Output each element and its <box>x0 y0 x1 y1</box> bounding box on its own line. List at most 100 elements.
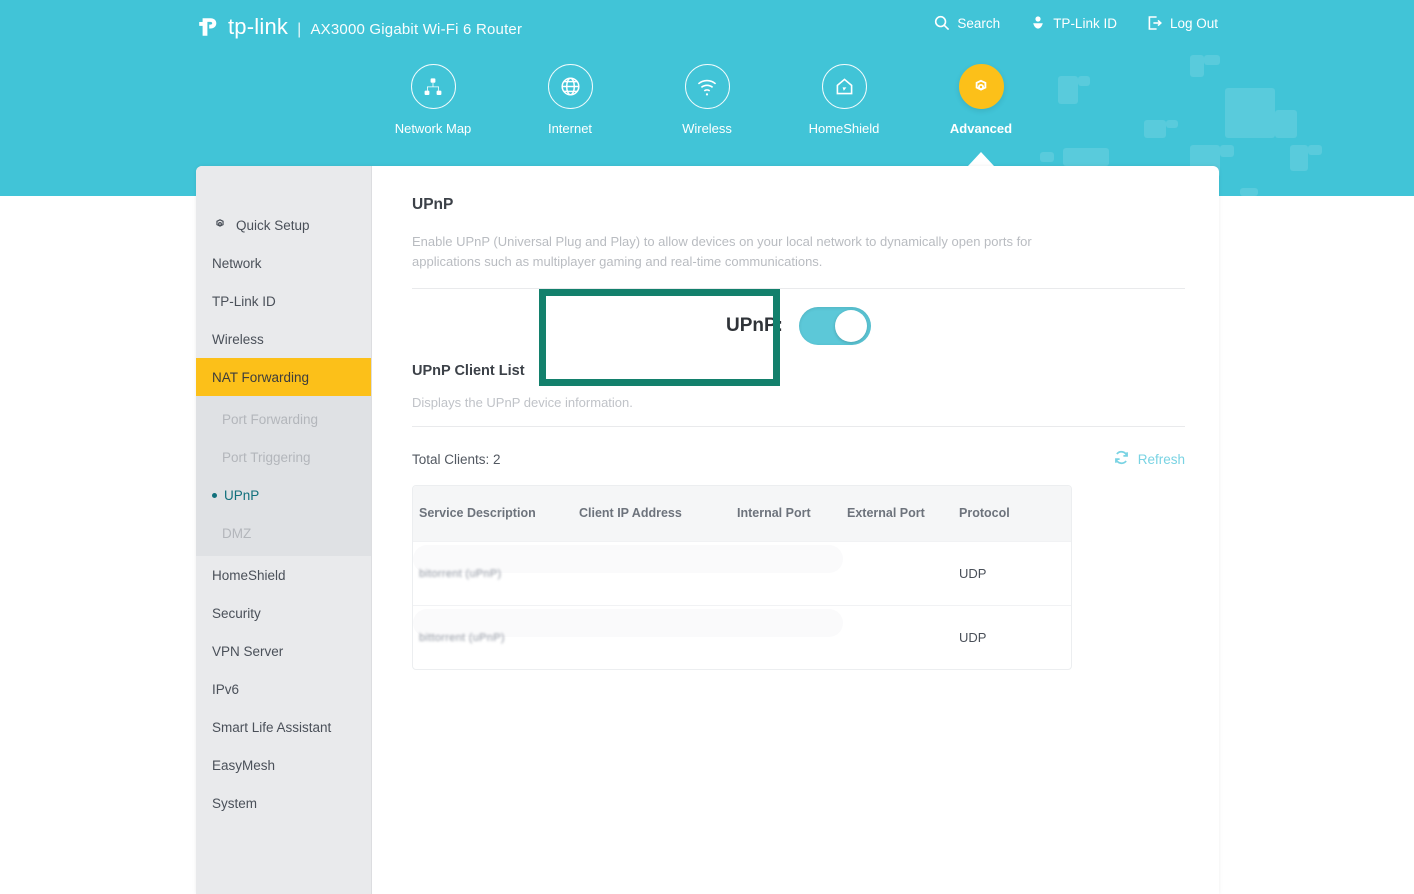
nav-item-homeshield[interactable]: HomeShield <box>776 64 913 136</box>
decor-square <box>1220 145 1234 157</box>
decor-square <box>1040 152 1054 162</box>
sidebar-item-easymesh[interactable]: EasyMesh <box>196 746 371 784</box>
sidebar-item-system[interactable]: System <box>196 784 371 822</box>
client-list-description: Displays the UPnP device information. <box>412 395 633 411</box>
sidebar-item-label: Network <box>212 255 262 271</box>
divider <box>412 426 1185 428</box>
sidebar-item-ipv6[interactable]: IPv6 <box>196 670 371 708</box>
sidebar-item-security[interactable]: Security <box>196 594 371 632</box>
sidebar-item-homeshield[interactable]: HomeShield <box>196 556 371 594</box>
tp-link-logo-icon <box>196 14 222 40</box>
sidebar-item-nat-forwarding[interactable]: NAT Forwarding <box>196 358 371 396</box>
table-header-row: Service Description Client IP Address In… <box>413 486 1071 542</box>
refresh-label: Refresh <box>1137 451 1185 467</box>
sidebar-subitem-port-triggering[interactable]: Port Triggering <box>196 438 371 476</box>
sidebar-item-label: Smart Life Assistant <box>212 719 332 735</box>
upnp-toggle-row: UPnP: <box>412 289 1185 363</box>
redaction-smudge <box>413 608 843 637</box>
logout-button[interactable]: Log Out <box>1147 15 1218 31</box>
decor-square <box>1058 76 1078 104</box>
home-shield-icon <box>821 64 867 109</box>
active-bullet-icon <box>212 492 217 498</box>
cell-protocol: UDP <box>959 566 987 582</box>
sidebar-subitem-label: Port Triggering <box>222 449 311 465</box>
table-row: bittorrent (uPnP) UDP <box>413 605 1071 669</box>
cell-protocol: UDP <box>959 630 987 646</box>
decor-square <box>1308 145 1322 155</box>
upnp-toggle-switch[interactable] <box>799 307 871 346</box>
sidebar-item-tp-link-id[interactable]: TP-Link ID <box>196 282 371 320</box>
nav-item-advanced[interactable]: Advanced <box>913 64 1050 166</box>
column-header-client-ip-address: Client IP Address <box>579 506 682 521</box>
client-list-title: UPnP Client List <box>412 363 525 380</box>
sidebar-item-label: VPN Server <box>212 643 284 659</box>
refresh-button[interactable]: Refresh <box>1113 449 1185 469</box>
sidebar-subitem-label: DMZ <box>222 525 252 541</box>
toggle-knob <box>835 310 867 343</box>
header-band: tp-link | AX3000 Gigabit Wi-Fi 6 Router … <box>0 0 1414 196</box>
redacted-value: bitorrent (uPnP) <box>419 567 502 580</box>
nav-item-network-map[interactable]: Network Map <box>365 64 502 136</box>
nav-label: Wireless <box>682 121 732 136</box>
refresh-icon <box>1113 449 1130 469</box>
globe-icon <box>547 64 593 109</box>
sidebar-item-network[interactable]: Network <box>196 244 371 282</box>
sidebar-item-label: System <box>212 795 258 811</box>
brand-separator: | <box>297 21 302 38</box>
sidebar: Quick Setup Network TP-Link ID Wireless … <box>196 166 372 894</box>
redacted-value: bittorrent (uPnP) <box>419 631 505 644</box>
decor-square <box>1225 88 1275 138</box>
main-panel: Quick Setup Network TP-Link ID Wireless … <box>196 166 1219 894</box>
tp-link-id-icon <box>1030 15 1046 31</box>
column-header-external-port: External Port <box>847 506 925 521</box>
tp-link-id-button[interactable]: TP-Link ID <box>1030 15 1117 31</box>
content-area: UPnP Enable UPnP (Universal Plug and Pla… <box>372 166 1219 894</box>
page-description: Enable UPnP (Universal Plug and Play) to… <box>412 234 1032 270</box>
active-tab-arrow <box>968 152 994 166</box>
wifi-icon <box>684 64 730 109</box>
sidebar-item-quick-setup[interactable]: Quick Setup <box>196 206 371 244</box>
header-actions: Search TP-Link ID Log Out <box>934 15 1218 31</box>
upnp-toggle-label: UPnP: <box>726 315 783 337</box>
page-title: UPnP <box>412 196 454 213</box>
sidebar-item-label: TP-Link ID <box>212 293 276 309</box>
sidebar-item-vpn-server[interactable]: VPN Server <box>196 632 371 670</box>
cell-service-description: bitorrent (uPnP) <box>413 544 843 587</box>
sidebar-subitem-upnp[interactable]: UPnP <box>196 476 371 514</box>
nav-item-wireless[interactable]: Wireless <box>639 64 776 136</box>
nav-label: Internet <box>547 121 593 136</box>
upnp-client-table: Service Description Client IP Address In… <box>412 485 1072 671</box>
redaction-smudge <box>413 544 843 573</box>
logout-icon <box>1147 15 1163 31</box>
column-header-internal-port: Internal Port <box>737 506 811 521</box>
table-row: bitorrent (uPnP) UDP <box>413 541 1071 605</box>
sidebar-item-smart-life-assistant[interactable]: Smart Life Assistant <box>196 708 371 746</box>
gear-icon <box>212 216 228 235</box>
decor-square <box>1290 145 1308 171</box>
total-clients-label: Total Clients: 2 <box>412 451 501 467</box>
decor-square <box>1240 188 1258 196</box>
sidebar-item-label: NAT Forwarding <box>212 369 310 385</box>
cell-service-description: bittorrent (uPnP) <box>413 608 843 651</box>
decor-square <box>1078 76 1090 86</box>
router-model: AX3000 Gigabit Wi-Fi 6 Router <box>310 21 523 38</box>
search-label: Search <box>957 15 1001 31</box>
search-icon <box>934 15 950 31</box>
sidebar-item-label: Wireless <box>212 331 264 347</box>
tp-link-id-label: TP-Link ID <box>1053 15 1117 31</box>
sidebar-subitem-label: Port Forwarding <box>222 411 319 427</box>
nav-item-internet[interactable]: Internet <box>502 64 639 136</box>
nav-label: Advanced <box>949 121 1013 136</box>
decor-square <box>1275 110 1297 138</box>
sidebar-item-label: EasyMesh <box>212 757 276 773</box>
search-button[interactable]: Search <box>934 15 1000 31</box>
decor-square <box>1063 148 1109 166</box>
sidebar-item-wireless[interactable]: Wireless <box>196 320 371 358</box>
column-header-service-description: Service Description <box>419 506 536 521</box>
sidebar-subitem-dmz[interactable]: DMZ <box>196 514 371 552</box>
sidebar-item-label: Quick Setup <box>236 217 310 233</box>
brand: tp-link | AX3000 Gigabit Wi-Fi 6 Router <box>196 12 522 42</box>
brand-name: tp-link <box>228 14 289 39</box>
sidebar-subitem-port-forwarding[interactable]: Port Forwarding <box>196 400 371 438</box>
